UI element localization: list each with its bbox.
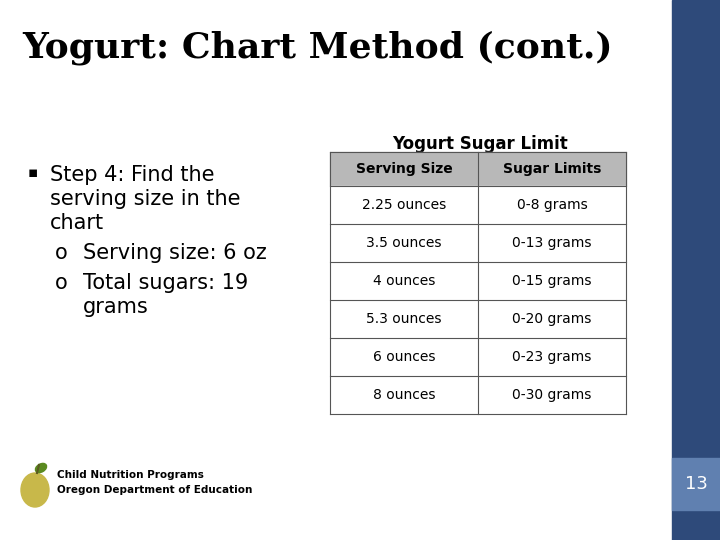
Text: 0-13 grams: 0-13 grams xyxy=(512,236,592,250)
Bar xyxy=(330,224,626,262)
Text: ▪: ▪ xyxy=(28,165,38,180)
Text: Step 4: Find the: Step 4: Find the xyxy=(50,165,215,185)
Text: 0-20 grams: 0-20 grams xyxy=(513,312,592,326)
Text: Oregon Department of Education: Oregon Department of Education xyxy=(57,485,253,495)
Bar xyxy=(330,300,626,338)
Text: grams: grams xyxy=(83,297,149,317)
Text: Child Nutrition Programs: Child Nutrition Programs xyxy=(57,470,204,480)
Text: Serving size: 6 oz: Serving size: 6 oz xyxy=(83,243,266,263)
Text: 3.5 ounces: 3.5 ounces xyxy=(366,236,442,250)
Text: Total sugars: 19: Total sugars: 19 xyxy=(83,273,248,293)
Text: 0-8 grams: 0-8 grams xyxy=(517,198,588,212)
Ellipse shape xyxy=(35,463,47,472)
Text: Yogurt: Chart Method (cont.): Yogurt: Chart Method (cont.) xyxy=(22,30,613,65)
Bar xyxy=(672,458,720,510)
Text: 13: 13 xyxy=(685,475,708,493)
Bar xyxy=(330,262,626,300)
Text: 0-23 grams: 0-23 grams xyxy=(513,350,592,364)
Text: 2.25 ounces: 2.25 ounces xyxy=(362,198,446,212)
Text: Sugar Limits: Sugar Limits xyxy=(503,162,601,176)
Text: 5.3 ounces: 5.3 ounces xyxy=(366,312,442,326)
Bar xyxy=(330,186,626,224)
Text: serving size in the: serving size in the xyxy=(50,189,240,209)
Text: o: o xyxy=(55,273,68,293)
Text: 0-15 grams: 0-15 grams xyxy=(512,274,592,288)
Text: 6 ounces: 6 ounces xyxy=(373,350,436,364)
Bar xyxy=(672,0,720,540)
Text: Serving Size: Serving Size xyxy=(356,162,452,176)
Text: o: o xyxy=(55,243,68,263)
Bar xyxy=(330,376,626,414)
Bar xyxy=(330,338,626,376)
Text: 4 ounces: 4 ounces xyxy=(373,274,435,288)
Bar xyxy=(330,152,626,186)
Ellipse shape xyxy=(21,473,49,507)
Text: Yogurt Sugar Limit: Yogurt Sugar Limit xyxy=(392,135,568,153)
Text: chart: chart xyxy=(50,213,104,233)
Text: 0-30 grams: 0-30 grams xyxy=(513,388,592,402)
Text: 8 ounces: 8 ounces xyxy=(373,388,436,402)
